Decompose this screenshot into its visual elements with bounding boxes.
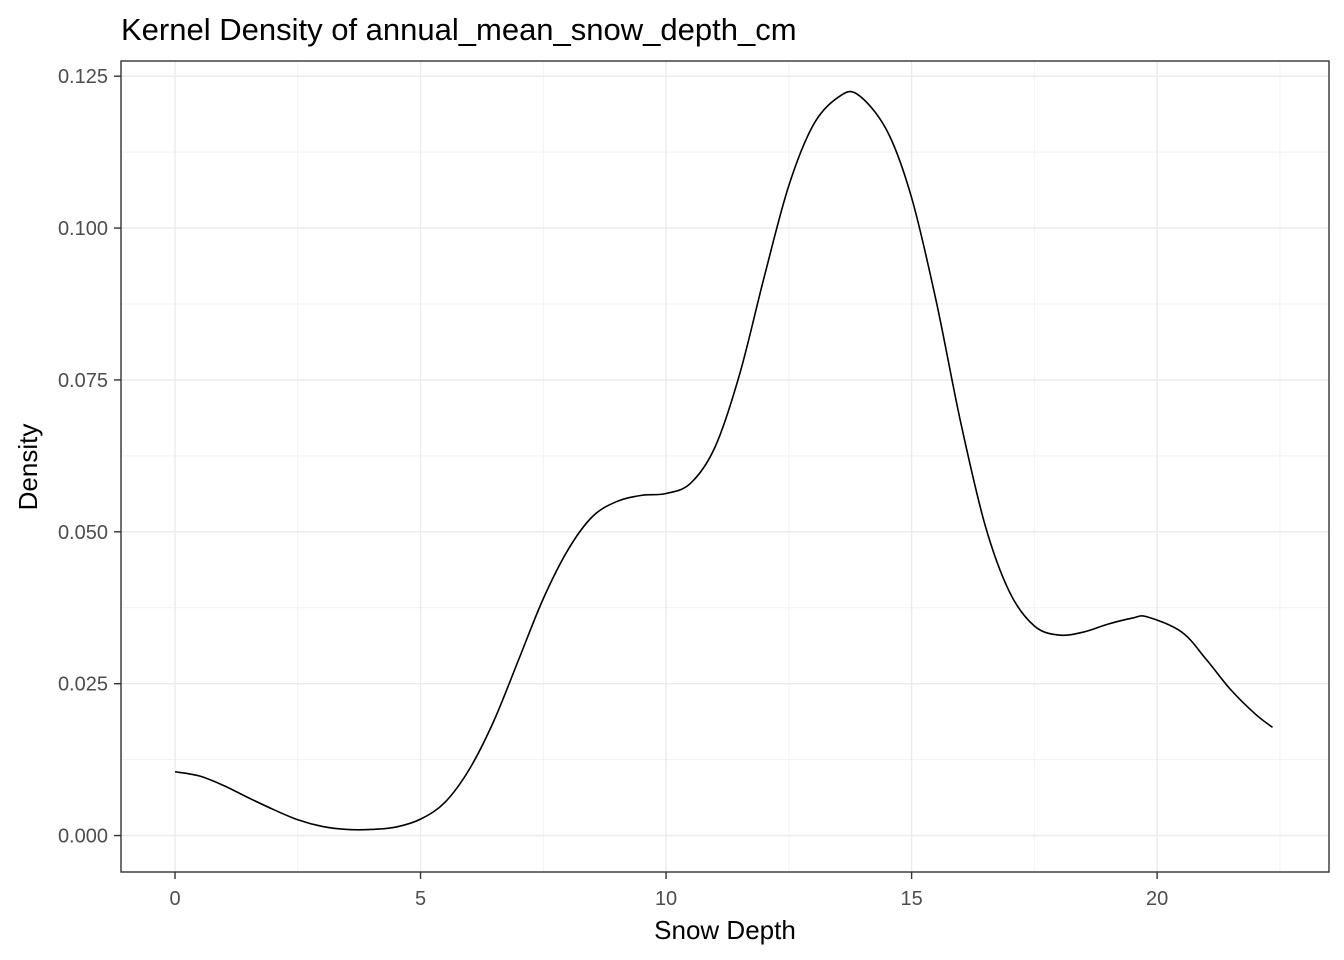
x-tick-label: 15: [900, 888, 922, 910]
chart-title: Kernel Density of annual_mean_snow_depth…: [121, 12, 797, 47]
minor-gridlines: [121, 61, 1329, 872]
x-tick-label: 5: [415, 888, 426, 910]
x-tick-label: 10: [655, 888, 677, 910]
y-tick-label: 0.050: [58, 522, 108, 544]
y-tick-label: 0.125: [58, 66, 108, 88]
panel-border: [120, 60, 1330, 873]
y-tick-label: 0.075: [58, 370, 108, 392]
x-axis: 0 5 10 15 20: [169, 872, 1168, 910]
y-tick-label: 0.000: [58, 826, 108, 848]
x-tick-label: 0: [169, 888, 180, 910]
y-axis-title: Density: [13, 424, 43, 511]
plot-panel: [121, 61, 1329, 872]
x-axis-title: Snow Depth: [654, 915, 796, 945]
y-axis: 0.000 0.025 0.050 0.075 0.100 0.125: [58, 66, 121, 848]
x-tick-label: 20: [1146, 888, 1168, 910]
density-curve: [174, 90, 1274, 831]
y-tick-label: 0.100: [58, 218, 108, 240]
major-gridlines: [121, 61, 1329, 872]
y-tick-label: 0.025: [58, 674, 108, 696]
